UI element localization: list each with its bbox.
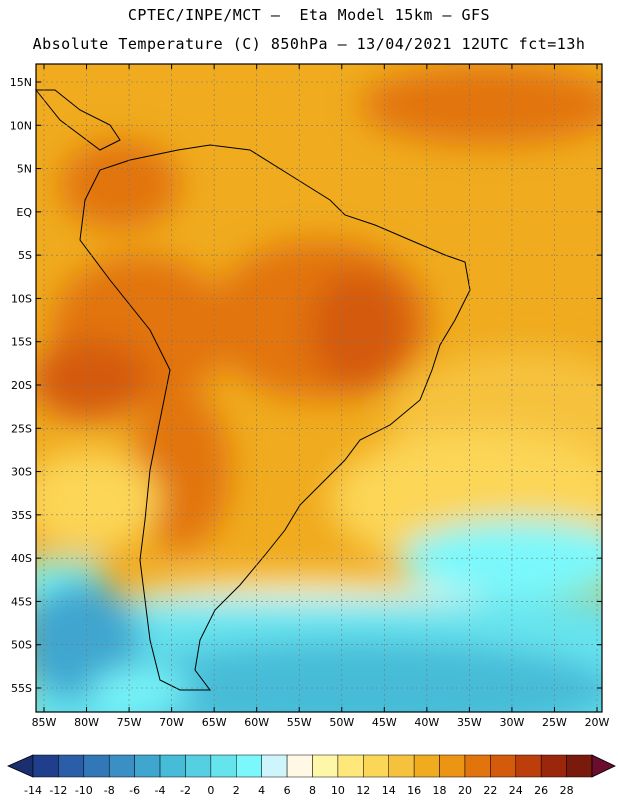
lat-label: 30S: [11, 466, 32, 479]
lat-label: 15S: [11, 336, 32, 349]
lon-label: 40W: [414, 716, 439, 729]
colorbar-label: 28: [560, 784, 574, 797]
colorbar-swatch: [261, 754, 288, 778]
colorbar-swatch: [540, 754, 567, 778]
colorbar-swatch: [515, 754, 542, 778]
colorbar-swatch: [337, 754, 364, 778]
colorbar-swatch: [388, 754, 415, 778]
colorbar-label: 12: [356, 784, 370, 797]
colorbar-label: 26: [534, 784, 548, 797]
lon-label: 85W: [32, 716, 57, 729]
colorbar-swatch: [413, 754, 440, 778]
colorbar-low-arrow: [7, 754, 34, 778]
colorbar-swatch: [439, 754, 466, 778]
colorbar-label: -8: [104, 784, 115, 797]
colorbar-swatch: [464, 754, 491, 778]
colorbar-high-arrow: [591, 754, 616, 778]
lon-label: 30W: [499, 716, 524, 729]
lon-label: 20W: [585, 716, 610, 729]
colorbar-swatch: [236, 754, 262, 778]
colorbar-label: 4: [258, 784, 265, 797]
grid-lines: [36, 64, 602, 712]
lon-label: 50W: [329, 716, 354, 729]
colorbar-swatch: [58, 754, 85, 778]
colorbar-label: -4: [155, 784, 166, 797]
lon-label: 55W: [287, 716, 312, 729]
lon-label: 35W: [457, 716, 482, 729]
lon-label: 70W: [159, 716, 184, 729]
colorbar-swatch: [210, 754, 237, 778]
colorbar-label: 14: [382, 784, 396, 797]
lat-label: 25S: [11, 422, 32, 435]
lon-label: 60W: [244, 716, 269, 729]
lat-label: 10N: [10, 119, 32, 132]
lat-label: 5S: [18, 249, 32, 262]
colorbar-label: 18: [433, 784, 447, 797]
colorbar-swatch: [159, 754, 186, 778]
colorbar-label: -14: [24, 784, 42, 797]
lon-label: 75W: [117, 716, 142, 729]
colorbar-swatch: [83, 754, 110, 778]
lat-label: 20S: [11, 379, 32, 392]
colorbar-swatch: [490, 754, 517, 778]
colorbar-label: -12: [49, 784, 67, 797]
lat-label: 55S: [11, 682, 32, 695]
colorbar-swatch: [134, 754, 161, 778]
lat-label: 35S: [11, 509, 32, 522]
lon-label: 65W: [202, 716, 227, 729]
colorbar-label: 10: [331, 784, 345, 797]
colorbar-swatch: [286, 754, 313, 778]
colorbar-label: 22: [483, 784, 497, 797]
lat-label: 50S: [11, 639, 32, 652]
colorbar-swatch: [185, 754, 212, 778]
colorbar-label: 2: [233, 784, 240, 797]
lat-label: 40S: [11, 552, 32, 565]
colorbar-label: 16: [407, 784, 421, 797]
map-frame: [35, 63, 603, 713]
coastline: [79, 144, 471, 691]
colorbar-swatch: [566, 754, 593, 778]
colorbar-label: 8: [309, 784, 316, 797]
lat-label: 45S: [11, 595, 32, 608]
colorbar-label: 24: [509, 784, 523, 797]
lon-label: 80W: [74, 716, 99, 729]
lat-label: 5N: [17, 163, 32, 176]
colorbar-label: -10: [75, 784, 93, 797]
colorbar-label: -2: [180, 784, 191, 797]
colorbar: [7, 754, 616, 778]
colorbar-swatch: [312, 754, 339, 778]
colorbar-label: 0: [207, 784, 214, 797]
colorbar-swatch: [363, 754, 389, 778]
title-line-2: Absolute Temperature (C) 850hPa – 13/04/…: [32, 35, 586, 53]
temperature-field: [36, 64, 602, 712]
colorbar-label: 20: [458, 784, 472, 797]
lon-label: 25W: [542, 716, 567, 729]
lat-label: EQ: [16, 206, 32, 219]
lon-label: 45W: [372, 716, 397, 729]
lat-label: 15N: [10, 76, 32, 89]
lat-label: 10S: [11, 292, 32, 305]
colorbar-swatch: [32, 754, 59, 778]
colorbar-label: -6: [129, 784, 140, 797]
colorbar-swatch: [108, 754, 135, 778]
title-line-1: CPTEC/INPE/MCT – Eta Model 15km – GFS: [127, 6, 491, 24]
colorbar-label: 6: [284, 784, 291, 797]
